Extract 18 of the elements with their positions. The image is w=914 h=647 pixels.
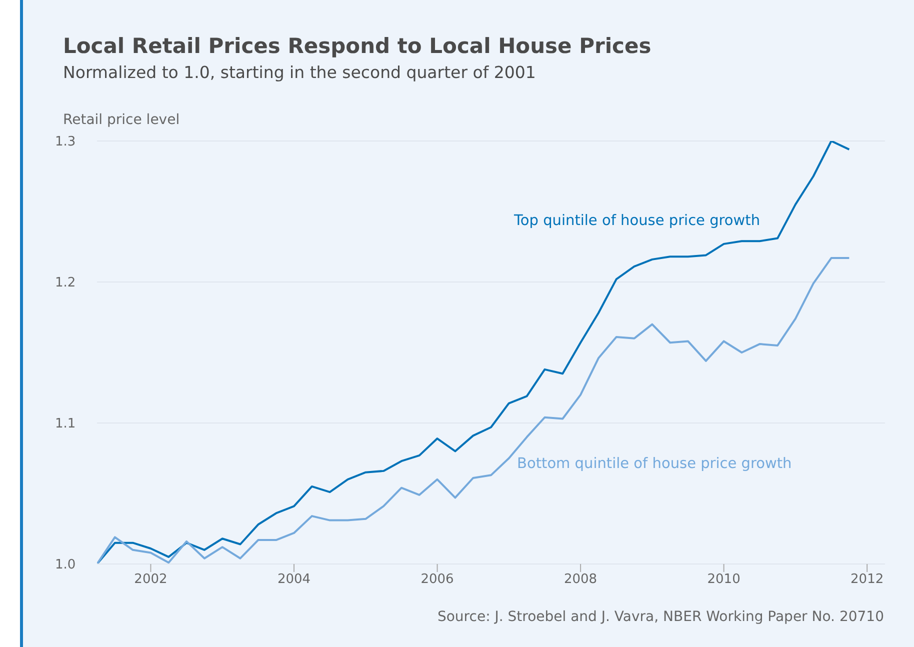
series-label: Top quintile of house price growth	[514, 213, 760, 229]
x-tick-label: 2008	[564, 572, 598, 588]
source-note: Source: J. Stroebel and J. Vavra, NBER Working Paper No. 20710	[437, 609, 884, 625]
y-tick-label: 1.3	[55, 134, 76, 150]
y-axis-title: Retail price level	[63, 112, 180, 128]
chart-subtitle: Normalized to 1.0, starting in the second quarter of 2001	[63, 63, 536, 82]
x-tick-label: 2012	[850, 572, 884, 588]
line-series	[97, 141, 850, 564]
chart-title: Local Retail Prices Respond to Local House Prices	[63, 34, 652, 58]
y-tick-label: 1.1	[55, 416, 76, 432]
x-tick-label: 2002	[134, 572, 168, 588]
series-label: Bottom quintile of house price growth	[517, 456, 792, 472]
x-tick-label: 2010	[707, 572, 740, 588]
x-tick-label: 2006	[420, 572, 454, 588]
y-tick-label: 1.0	[55, 558, 76, 573]
x-tick-label: 2004	[277, 572, 311, 588]
line-series	[97, 257, 850, 564]
y-tick-label: 1.2	[55, 276, 76, 291]
